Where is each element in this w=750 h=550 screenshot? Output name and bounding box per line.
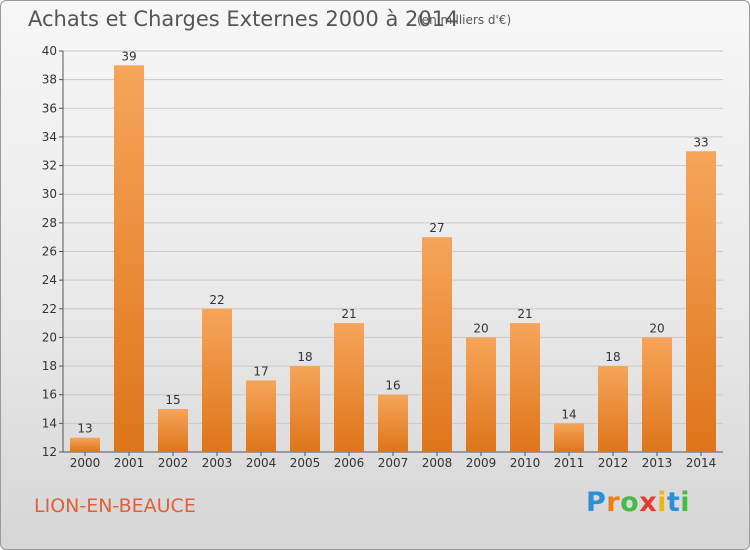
data-label: 21 <box>517 307 532 321</box>
x-tick-label: 2000 <box>70 456 101 470</box>
data-label: 15 <box>165 393 180 407</box>
bar <box>598 366 628 452</box>
data-label: 33 <box>693 135 708 149</box>
chart-subtitle: (en milliers d'€) <box>417 13 512 27</box>
bar <box>70 437 100 452</box>
bar <box>686 151 716 452</box>
logo-letter: t <box>666 487 681 518</box>
commune-name: LION-EN-BEAUCE <box>34 495 196 517</box>
bar <box>510 323 540 452</box>
x-tick-label: 2010 <box>510 456 541 470</box>
x-tick-label: 2007 <box>378 456 409 470</box>
logo-letter: r <box>606 487 621 518</box>
proxiti-logo: Proxiti <box>586 487 690 518</box>
logo-letter: i <box>680 487 691 518</box>
bar <box>554 423 584 452</box>
x-tick-label: 2001 <box>114 456 145 470</box>
bar <box>114 65 144 453</box>
logo-letter: i <box>657 487 667 518</box>
y-tick-label: 34 <box>42 130 57 144</box>
data-label: 22 <box>209 293 224 307</box>
bar <box>158 409 188 452</box>
bar <box>642 337 672 452</box>
data-label: 14 <box>561 407 576 421</box>
data-label: 13 <box>77 422 92 436</box>
data-label: 39 <box>121 49 136 63</box>
x-tick-label: 2009 <box>466 456 497 470</box>
data-label: 20 <box>473 321 488 335</box>
y-tick-label: 24 <box>42 273 57 287</box>
chart-title: Achats et Charges Externes 2000 à 2014 <box>28 7 459 31</box>
data-label: 18 <box>605 350 620 364</box>
y-tick-label: 36 <box>42 101 57 115</box>
x-tick-label: 2008 <box>422 456 453 470</box>
x-tick-label: 2003 <box>202 456 233 470</box>
data-label: 16 <box>385 379 400 393</box>
bar <box>246 380 276 452</box>
x-tick-label: 2005 <box>290 456 321 470</box>
logo-letter: o <box>620 487 640 518</box>
y-tick-label: 22 <box>42 302 57 316</box>
data-label: 20 <box>649 321 664 335</box>
y-tick-label: 38 <box>42 73 57 87</box>
x-tick-label: 2006 <box>334 456 365 470</box>
y-tick-label: 26 <box>42 245 57 259</box>
x-tick-label: 2012 <box>598 456 629 470</box>
x-tick-label: 2004 <box>246 456 277 470</box>
y-tick-label: 30 <box>42 187 57 201</box>
y-tick-label: 14 <box>42 416 57 430</box>
bars <box>70 65 716 453</box>
y-tick-label: 18 <box>42 359 57 373</box>
x-tick-label: 2002 <box>158 456 189 470</box>
bar <box>290 366 320 452</box>
y-tick-label: 20 <box>42 330 57 344</box>
y-tick-label: 28 <box>42 216 57 230</box>
data-label: 18 <box>297 350 312 364</box>
logo-letter: P <box>586 487 607 518</box>
y-tick-label: 32 <box>42 159 57 173</box>
labels: 12 14 16 18 20 22 24 26 28 30 32 34 36 38 40 13 2000 39 20… <box>42 44 717 470</box>
y-tick-label: 40 <box>42 44 57 58</box>
y-tick-label: 16 <box>42 388 57 402</box>
data-label: 27 <box>429 221 444 235</box>
data-label: 17 <box>253 364 268 378</box>
logo-letter: x <box>639 487 658 518</box>
bar <box>422 237 452 452</box>
bar <box>202 308 232 452</box>
data-label: 21 <box>341 307 356 321</box>
bar <box>466 337 496 452</box>
bar <box>378 394 408 452</box>
y-tick-label: 12 <box>42 445 57 459</box>
x-tick-label: 2013 <box>642 456 673 470</box>
bar <box>334 323 364 452</box>
x-tick-label: 2011 <box>554 456 585 470</box>
x-tick-label: 2014 <box>686 456 717 470</box>
